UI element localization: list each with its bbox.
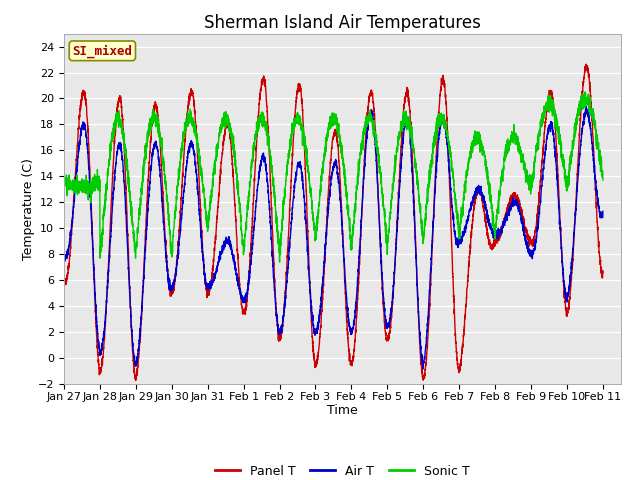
Sonic T [599,177,607,183]
Panel T [582,61,590,67]
Air T [291,180,298,186]
Panel T [556,205,563,211]
Air T [419,366,427,372]
Title: Sherman Island Air Temperatures: Sherman Island Air Temperatures [204,14,481,32]
Panel T [60,276,68,282]
Panel T [452,336,460,341]
Sonic T [287,144,294,150]
Air T [556,218,563,224]
Air T [60,253,68,259]
Sonic T [582,89,589,95]
Sonic T [60,180,68,186]
Air T [287,234,294,240]
Line: Air T: Air T [64,107,603,369]
X-axis label: Time: Time [327,405,358,418]
Y-axis label: Temperature (C): Temperature (C) [22,158,35,260]
Panel T [316,331,324,337]
Panel T [582,66,590,72]
Line: Sonic T: Sonic T [64,92,603,262]
Panel T [287,191,294,196]
Line: Panel T: Panel T [64,64,603,381]
Sonic T [556,140,563,146]
Legend: Panel T, Air T, Sonic T: Panel T, Air T, Sonic T [210,460,475,480]
Sonic T [291,120,299,126]
Sonic T [316,188,324,194]
Air T [582,104,590,109]
Sonic T [582,96,590,101]
Sonic T [452,200,460,205]
Sonic T [276,259,284,265]
Air T [582,110,590,116]
Panel T [291,113,299,119]
Air T [599,208,607,214]
Air T [452,237,460,243]
Air T [316,308,324,314]
Panel T [132,378,140,384]
Text: SI_mixed: SI_mixed [72,44,132,58]
Panel T [599,270,607,276]
